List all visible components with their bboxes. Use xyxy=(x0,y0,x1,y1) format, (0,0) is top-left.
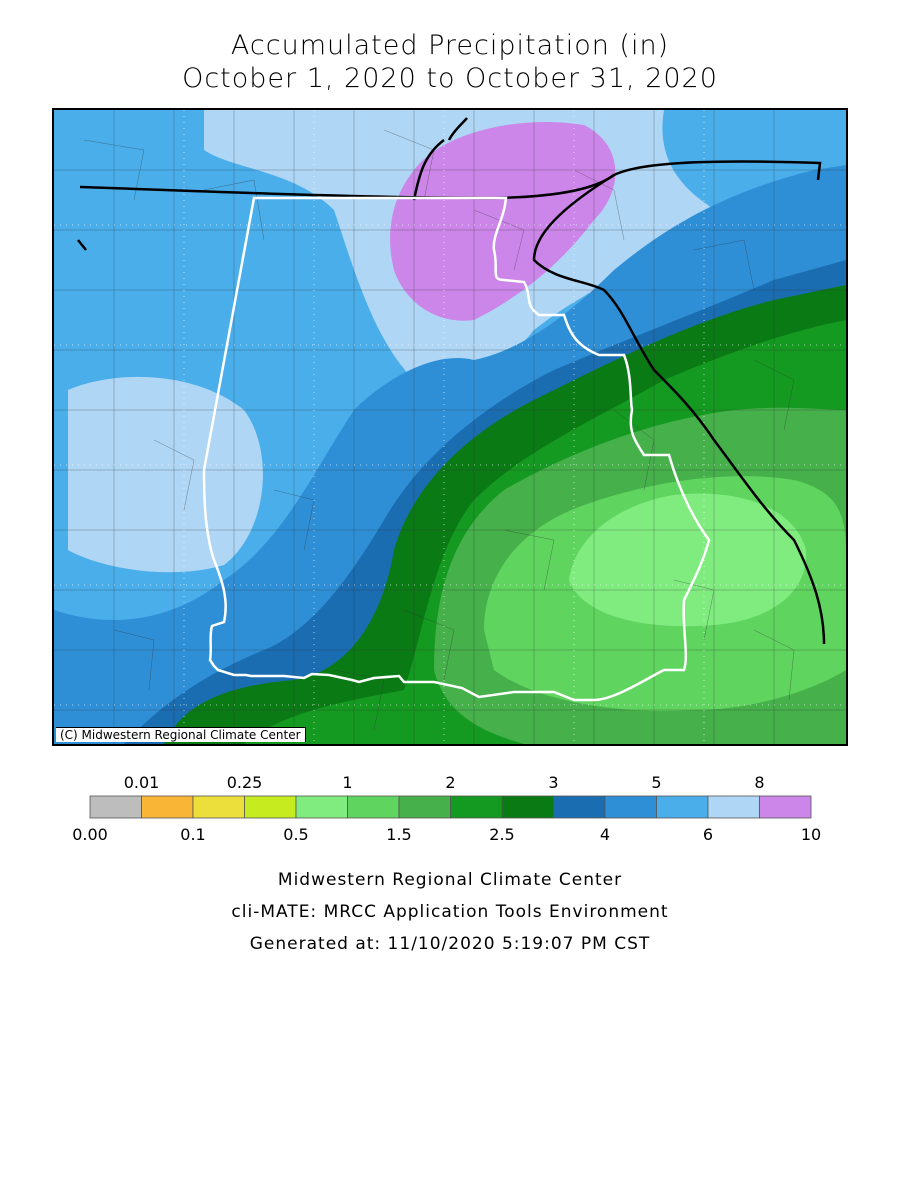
legend-swatch xyxy=(347,795,400,819)
graticule xyxy=(54,110,846,744)
legend-swatch xyxy=(450,795,503,819)
legend-swatch xyxy=(759,795,812,819)
legend-top-label: 2 xyxy=(445,773,455,792)
legend-bottom-label: 0.00 xyxy=(72,825,108,844)
legend-swatch xyxy=(656,795,709,819)
legend-swatch xyxy=(553,795,606,819)
legend-top-label: 8 xyxy=(754,773,764,792)
state-boundaries xyxy=(77,117,826,645)
legend-top-label: 0.01 xyxy=(124,773,160,792)
legend-swatch xyxy=(398,795,451,819)
map-date-range: October 1, 2020 to October 31, 2020 xyxy=(182,63,718,94)
footer-organization: Midwestern Regional Climate Center xyxy=(277,870,623,890)
map-title: Accumulated Precipitation (in) xyxy=(230,30,670,61)
legend-swatch xyxy=(501,795,554,819)
legend-swatch xyxy=(192,795,245,819)
legend-bottom-label: 0.1 xyxy=(180,825,205,844)
legend-bottom-label: 0.5 xyxy=(283,825,308,844)
legend-swatch xyxy=(295,795,348,819)
footer-generated-at: Generated at: 11/10/2020 5:19:07 PM CST xyxy=(249,934,651,954)
precipitation-map[interactable]: (C) Midwestern Regional Climate Center xyxy=(52,108,848,746)
legend-swatch xyxy=(604,795,657,819)
color-legend: 0.01 0.25 1 2 3 5 8 0.00 0.1 0.5 1.5 2.5 4 6 10 xyxy=(72,773,821,844)
legend-swatch xyxy=(244,795,297,819)
legend-top-label: 5 xyxy=(651,773,661,792)
legend-swatch xyxy=(707,795,760,819)
state-outlines xyxy=(202,196,711,702)
legend-bottom-label: 2.5 xyxy=(489,825,514,844)
footer-application: cli-MATE: MRCC Application Tools Environ… xyxy=(231,902,669,922)
legend-top-label: 3 xyxy=(548,773,558,792)
legend-bottom-label: 6 xyxy=(703,825,713,844)
legend-top-label: 0.25 xyxy=(227,773,263,792)
legend-swatch xyxy=(141,795,194,819)
legend-bottom-label: 10 xyxy=(801,825,821,844)
county-lines xyxy=(54,110,846,744)
legend-swatch xyxy=(89,795,142,819)
legend-bottom-label: 1.5 xyxy=(386,825,411,844)
map-credit: (C) Midwestern Regional Climate Center xyxy=(56,727,306,742)
zone-6-8-west xyxy=(68,376,263,573)
legend-bottom-label: 4 xyxy=(600,825,610,844)
map-canvas xyxy=(54,110,846,744)
legend-top-label: 1 xyxy=(342,773,352,792)
zone-0.5-1 xyxy=(569,493,807,627)
